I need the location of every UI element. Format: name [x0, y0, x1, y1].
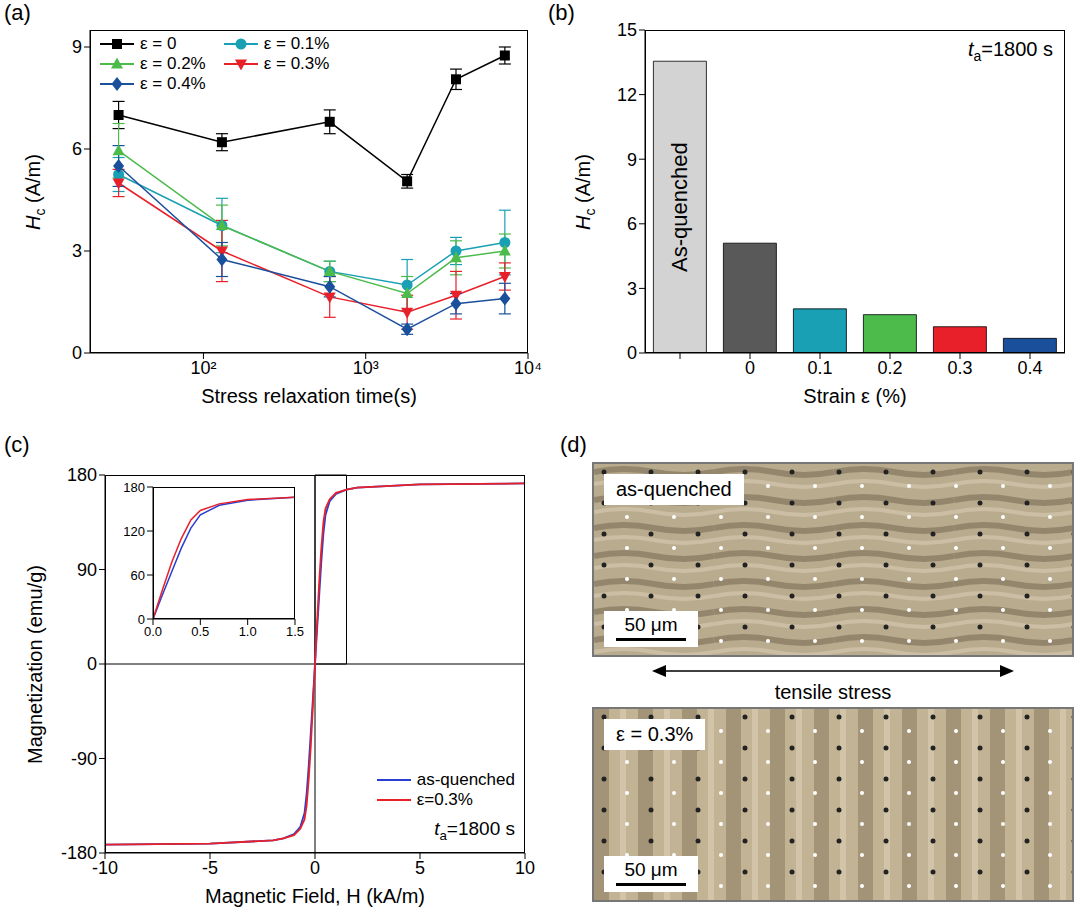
svg-text:6: 6 [627, 214, 637, 234]
html-text:Magnetization (emu/g): Magnetization (emu/g) [23, 564, 46, 764]
html-text:Strain ε (%): Strain ε (%) [803, 385, 907, 407]
svg-text:0: 0 [72, 343, 82, 363]
svg-text:3: 3 [72, 241, 82, 261]
html-text:(A/m): (A/m) [22, 153, 44, 208]
svg-text:-180: -180 [61, 843, 97, 863]
html-text:H: H [22, 215, 44, 230]
html-text:50 μm: 50 μm [624, 614, 678, 635]
html-text:ε=0.3%: ε=0.3% [416, 790, 473, 810]
html-text:ε = 0.3%: ε = 0.3% [616, 723, 694, 745]
svg-text:1.0: 1.0 [239, 624, 257, 639]
svg-text:120: 120 [123, 524, 145, 539]
svg-text:12: 12 [617, 85, 637, 105]
svg-text:9: 9 [627, 150, 637, 170]
svg-text:-5: -5 [202, 858, 218, 878]
svg-text:-90: -90 [71, 749, 97, 769]
html-text:ta=1800 s: ta=1800 s [434, 818, 515, 843]
html-text:(c): (c) [4, 432, 30, 457]
html-text:ta=1800 s: ta=1800 s [967, 38, 1053, 64]
svg-text:0.2: 0.2 [877, 358, 902, 378]
svg-text:10³: 10³ [353, 358, 379, 378]
html-text:ε = 0.4%: ε = 0.4% [140, 74, 206, 93]
svg-text:180: 180 [67, 465, 97, 485]
svg-text:-10: -10 [92, 857, 118, 878]
html-text:c: c [582, 208, 598, 215]
html-text:(d): (d) [560, 432, 587, 457]
html-text:Stress relaxation time(s): Stress relaxation time(s) [201, 385, 417, 407]
html-text:ε = 0.2%: ε = 0.2% [140, 54, 206, 73]
svg-text:6: 6 [72, 139, 82, 159]
svg-text:1.5: 1.5 [286, 624, 304, 639]
html-text:(b): (b) [548, 0, 575, 25]
svg-text:0: 0 [310, 858, 320, 878]
svg-text:9: 9 [72, 37, 82, 57]
html-text:Magnetic Field, H (kA/m): Magnetic Field, H (kA/m) [205, 885, 425, 907]
svg-text:0: 0 [87, 654, 97, 674]
svg-text:180: 180 [123, 481, 145, 495]
svg-text:5: 5 [415, 858, 425, 878]
html-text:c: c [32, 208, 48, 215]
svg-text:0.3: 0.3 [947, 358, 972, 378]
html-text:ε = 0.1%: ε = 0.1% [263, 34, 330, 53]
svg-text:60: 60 [131, 568, 145, 583]
svg-text:0.4: 0.4 [1017, 358, 1042, 378]
html-text:ε = 0.3%: ε = 0.3% [263, 54, 330, 73]
svg-text:10²: 10² [190, 358, 216, 378]
html-text:as-quenched: as-quenched [416, 770, 515, 790]
svg-text:0: 0 [745, 358, 755, 378]
html-text:(A/m): (A/m) [572, 153, 594, 208]
svg-text:0.0: 0.0 [144, 624, 162, 639]
svg-text:0: 0 [138, 612, 145, 627]
html-text:as-quenched: as-quenched [616, 478, 732, 500]
svg-text:3: 3 [627, 279, 637, 299]
svg-text:15: 15 [617, 20, 637, 40]
html-text:H: H [572, 215, 594, 230]
html-text:tensile stress: tensile stress [774, 681, 892, 703]
svg-text:10⁴: 10⁴ [514, 358, 542, 378]
svg-text:0.1: 0.1 [807, 358, 832, 378]
html-text:(a): (a) [4, 0, 31, 25]
html-text:50 μm: 50 μm [624, 859, 678, 880]
html-text:ε = 0: ε = 0 [140, 34, 177, 53]
svg-text:As-quenched: As-quenched [667, 142, 692, 272]
svg-text:90: 90 [77, 560, 97, 580]
svg-text:10: 10 [515, 858, 535, 878]
svg-text:0: 0 [627, 343, 637, 363]
svg-text:0.5: 0.5 [191, 624, 209, 639]
